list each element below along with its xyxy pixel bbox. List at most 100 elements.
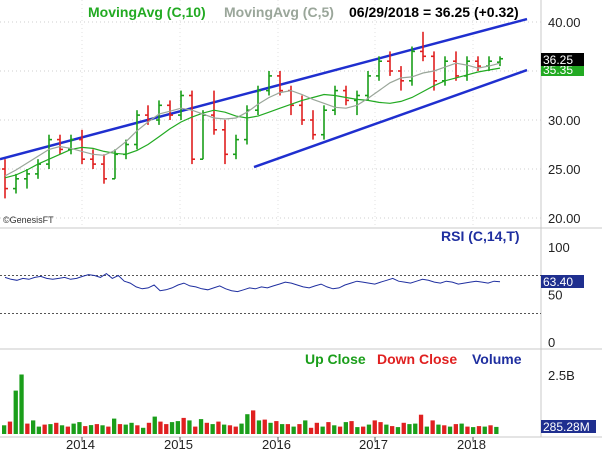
volume-bar [447, 426, 453, 434]
ma10-legend: MovingAvg (C,10) [88, 4, 206, 20]
volume-bar [366, 424, 372, 434]
price-tick-label: 25.00 [548, 162, 581, 177]
rsi-value-tag: 63.40 [541, 275, 584, 289]
volume-bar [216, 421, 221, 434]
volume-bar [395, 427, 401, 434]
volume-bar [164, 424, 169, 434]
volume-bar [141, 427, 146, 434]
volume-bar [494, 426, 499, 434]
volume-bar [442, 425, 447, 434]
volume-bar [2, 425, 7, 434]
volume-bar [31, 420, 36, 434]
x-tick-label: 2017 [359, 437, 388, 450]
volume-bar [106, 426, 111, 434]
volume-bar [193, 426, 198, 434]
volume-bar [320, 426, 325, 434]
volume-bar [308, 427, 314, 434]
volume-bar [83, 426, 88, 434]
volume-bar [430, 420, 435, 434]
volume-bar [314, 422, 319, 434]
x-tick-label: 2015 [164, 437, 193, 450]
volume-bar [181, 417, 186, 434]
moving-average-lines [4, 62, 501, 179]
volume-bar [268, 422, 273, 434]
price-value-tag: 36.25 [541, 53, 584, 67]
volume-bar [459, 423, 464, 434]
rsi-tick-label: 100 [548, 240, 570, 255]
trendline-channel [0, 17, 528, 169]
volume-bars [2, 374, 499, 434]
volume-bar [262, 419, 267, 434]
volume-bar [54, 422, 59, 434]
volume-bar [169, 422, 175, 434]
price-tick-label: 30.00 [548, 113, 581, 128]
volume-bar [471, 427, 476, 434]
volume-bar [59, 425, 65, 434]
volume-bar [291, 426, 296, 434]
volume-bar [210, 424, 215, 434]
volume-bar [65, 426, 70, 434]
rsi-line [4, 272, 501, 293]
volume-bar [204, 422, 209, 434]
volume-bar [372, 420, 377, 434]
volume-bar [378, 422, 383, 434]
volume-value-tag: 285.28M [541, 420, 596, 434]
volume-bar [349, 421, 354, 434]
volume-bar [175, 421, 180, 434]
price-tick-label: 40.00 [548, 15, 581, 30]
volume-bar [129, 422, 134, 434]
volume-bar [123, 424, 128, 434]
watermark: ©GenesisFT [3, 215, 54, 225]
volume-bar [326, 422, 331, 434]
price-value-label: 36.25 [543, 53, 573, 67]
volume-bar [343, 422, 348, 434]
volume-bar [280, 424, 285, 434]
price-tick-label: 20.00 [548, 211, 581, 226]
quote-header: 06/29/2018 = 36.25 (+0.32) [349, 4, 519, 20]
ma-value-tag: 35.35 [541, 63, 584, 77]
volume-bar [146, 422, 152, 434]
volume-bar [117, 424, 123, 434]
volume-bar [407, 424, 412, 434]
volume-bar [401, 422, 406, 434]
volume-bar [152, 416, 157, 434]
volume-bar [36, 426, 41, 434]
volume-bar [413, 423, 418, 434]
volume-bar [88, 425, 94, 434]
volume-bar [297, 424, 302, 434]
volume-bar [303, 420, 308, 434]
volume-bar [233, 426, 238, 434]
legend-up-close: Up Close [305, 351, 366, 367]
volume-bar [337, 426, 343, 434]
legend-down-close: Down Close [377, 351, 457, 367]
volume-bar [285, 424, 290, 434]
volume-bar [135, 425, 140, 434]
volume-bar [384, 424, 389, 434]
volume-bar [25, 423, 30, 434]
ma10-line [4, 67, 501, 179]
rsi-value-label: 63.40 [543, 275, 573, 289]
volume-tick-label: 2.5B [548, 368, 575, 383]
volume-value-label: 285.28M [543, 420, 590, 434]
ma5-legend: MovingAvg (C,5) [224, 4, 334, 20]
ma-value-label: 35.35 [543, 63, 573, 77]
volume-bar [222, 424, 227, 434]
ma5-line [4, 62, 501, 177]
lower-trendline [253, 68, 528, 169]
volume-bar [94, 424, 99, 434]
volume-bar [465, 426, 470, 434]
volume-bar [7, 421, 13, 434]
volume-bar [390, 426, 395, 434]
volume-bar [42, 424, 47, 434]
x-tick-label: 2016 [262, 437, 291, 450]
volume-bar [13, 390, 18, 434]
x-tick-label: 2014 [66, 437, 95, 450]
volume-bar [256, 420, 262, 434]
volume-bar [245, 414, 250, 434]
volume-bar [227, 425, 233, 434]
volume-bar [418, 414, 424, 434]
volume-bar [476, 426, 482, 434]
volume-bar [361, 426, 366, 434]
volume-bar [488, 425, 493, 434]
